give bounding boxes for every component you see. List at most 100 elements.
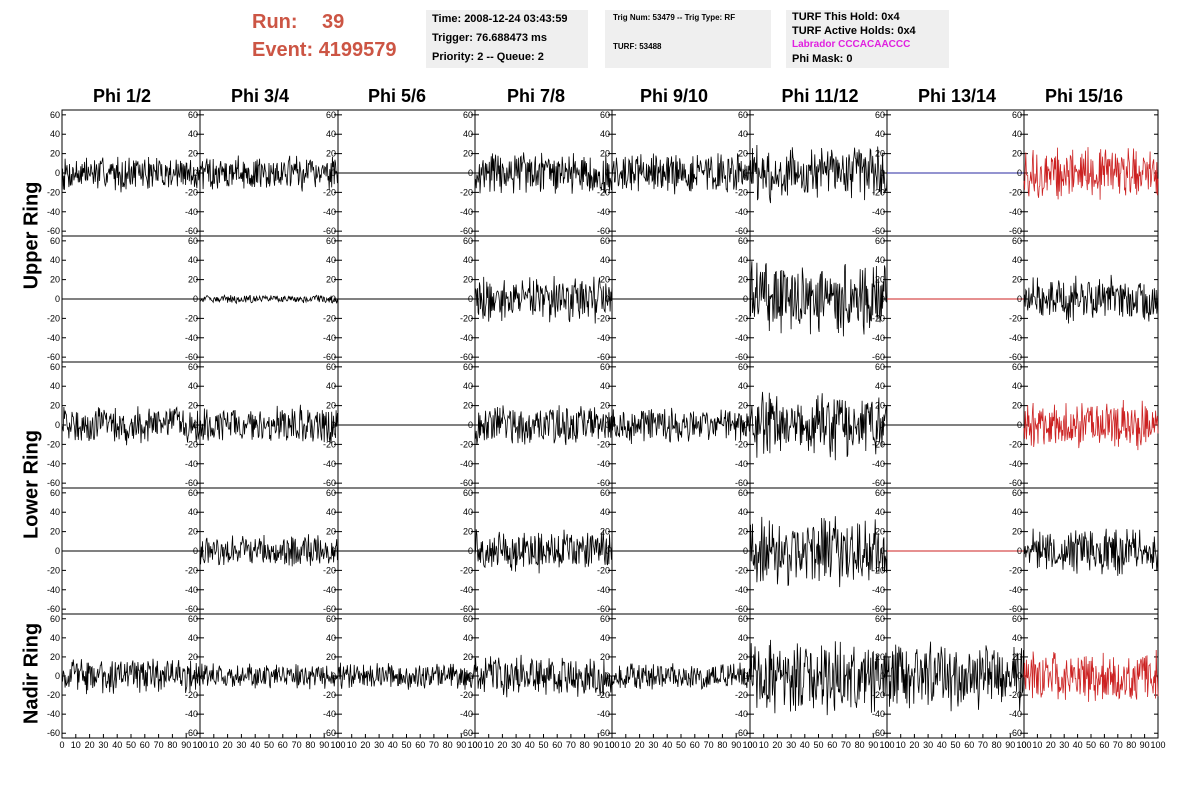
y-tick-label: 0 <box>880 168 885 178</box>
y-tick-label: 0 <box>55 420 60 430</box>
y-tick-label: -20 <box>735 565 748 575</box>
x-tick-label: 60 <box>552 740 562 750</box>
x-tick-label: 10 <box>621 740 631 750</box>
x-tick-label: 10 <box>484 740 494 750</box>
y-tick-label: -40 <box>323 709 336 719</box>
y-tick-label: -60 <box>872 478 885 488</box>
y-tick-label: 20 <box>875 149 885 159</box>
y-tick-label: 60 <box>738 488 748 498</box>
y-tick-label: -40 <box>735 459 748 469</box>
waveform-trace <box>199 404 339 444</box>
x-tick-label: 100 <box>742 740 757 750</box>
y-tick-label: -20 <box>460 439 473 449</box>
y-tick-label: 0 <box>468 546 473 556</box>
y-tick-label: 40 <box>738 381 748 391</box>
x-tick-label: 50 <box>264 740 274 750</box>
y-tick-label: 40 <box>463 381 473 391</box>
y-tick-label: -20 <box>872 187 885 197</box>
y-tick-label: -40 <box>185 585 198 595</box>
y-tick-label: 20 <box>326 652 336 662</box>
y-tick-label: -20 <box>597 690 610 700</box>
y-tick-label: 0 <box>743 546 748 556</box>
y-tick-label: -20 <box>185 439 198 449</box>
y-tick-label: 20 <box>1012 149 1022 159</box>
y-tick-label: -20 <box>323 565 336 575</box>
y-tick-label: -60 <box>460 352 473 362</box>
phi-mask-text: Phi Mask: 0 <box>792 53 853 65</box>
y-tick-label: 0 <box>55 294 60 304</box>
y-tick-label: 40 <box>1012 507 1022 517</box>
y-tick-label: 40 <box>463 507 473 517</box>
event-label: Event: <box>252 39 314 61</box>
y-tick-label: 60 <box>1012 488 1022 498</box>
y-tick-label: 20 <box>875 401 885 411</box>
run-label: Run: <box>252 11 298 33</box>
y-tick-label: 60 <box>326 236 336 246</box>
y-tick-label: -20 <box>872 690 885 700</box>
y-tick-label: 20 <box>1012 275 1022 285</box>
y-tick-label: -40 <box>872 459 885 469</box>
x-tick-label: 50 <box>538 740 548 750</box>
y-tick-label: 20 <box>738 401 748 411</box>
x-tick-label: 90 <box>456 740 466 750</box>
y-tick-label: 0 <box>743 168 748 178</box>
x-tick-label: 80 <box>855 740 865 750</box>
x-tick-label: 60 <box>827 740 837 750</box>
waveform-trace <box>611 407 751 445</box>
y-tick-label: 40 <box>326 129 336 139</box>
y-tick-label: 60 <box>50 110 60 120</box>
x-tick-label: 0 <box>609 740 614 750</box>
y-tick-label: -40 <box>460 207 473 217</box>
y-tick-label: 20 <box>188 401 198 411</box>
y-tick-label: 40 <box>600 255 610 265</box>
y-tick-label: 60 <box>875 614 885 624</box>
y-tick-label: 60 <box>738 362 748 372</box>
y-tick-label: -40 <box>460 459 473 469</box>
y-tick-label: -60 <box>1009 478 1022 488</box>
y-tick-label: 40 <box>326 507 336 517</box>
x-tick-label: 0 <box>472 740 477 750</box>
y-tick-label: 0 <box>55 671 60 681</box>
y-tick-label: -60 <box>735 604 748 614</box>
y-tick-label: -20 <box>1009 187 1022 197</box>
panel-frame <box>1023 361 1159 489</box>
x-tick-label: 30 <box>1059 740 1069 750</box>
y-tick-label: 60 <box>188 614 198 624</box>
y-tick-label: -40 <box>47 207 60 217</box>
y-tick-label: -20 <box>185 187 198 197</box>
turf-this-hold: TURF This Hold: 0x4 <box>792 11 900 23</box>
y-tick-label: 20 <box>463 527 473 537</box>
waveform-trace <box>474 152 613 194</box>
y-tick-label: -60 <box>597 478 610 488</box>
y-tick-label: 20 <box>188 275 198 285</box>
y-tick-label: 60 <box>600 236 610 246</box>
y-tick-label: -40 <box>735 709 748 719</box>
x-tick-label: 40 <box>112 740 122 750</box>
y-tick-label: 40 <box>326 255 336 265</box>
y-tick-label: -60 <box>460 728 473 738</box>
y-tick-label: 0 <box>605 168 610 178</box>
y-tick-label: -20 <box>323 439 336 449</box>
x-tick-label: 70 <box>1113 740 1123 750</box>
x-tick-label: 20 <box>1046 740 1056 750</box>
x-tick-label: 10 <box>209 740 219 750</box>
x-tick-label: 50 <box>813 740 823 750</box>
y-tick-label: -60 <box>872 604 885 614</box>
x-tick-label: 40 <box>388 740 398 750</box>
y-tick-label: 0 <box>331 671 336 681</box>
x-tick-label: 40 <box>937 740 947 750</box>
waveform-trace <box>199 534 339 567</box>
y-tick-label: -20 <box>735 690 748 700</box>
y-tick-label: -60 <box>735 478 748 488</box>
y-tick-label: -20 <box>1009 565 1022 575</box>
y-tick-label: -20 <box>1009 690 1022 700</box>
y-tick-label: -20 <box>735 187 748 197</box>
col-header-7: Phi 13/14 <box>917 86 997 106</box>
waveform-trace <box>61 406 201 446</box>
y-tick-label: -40 <box>597 207 610 217</box>
y-tick-label: 40 <box>738 633 748 643</box>
x-tick-label: 70 <box>841 740 851 750</box>
y-tick-label: 40 <box>738 255 748 265</box>
y-tick-label: -60 <box>872 352 885 362</box>
y-tick-label: -20 <box>1009 313 1022 323</box>
